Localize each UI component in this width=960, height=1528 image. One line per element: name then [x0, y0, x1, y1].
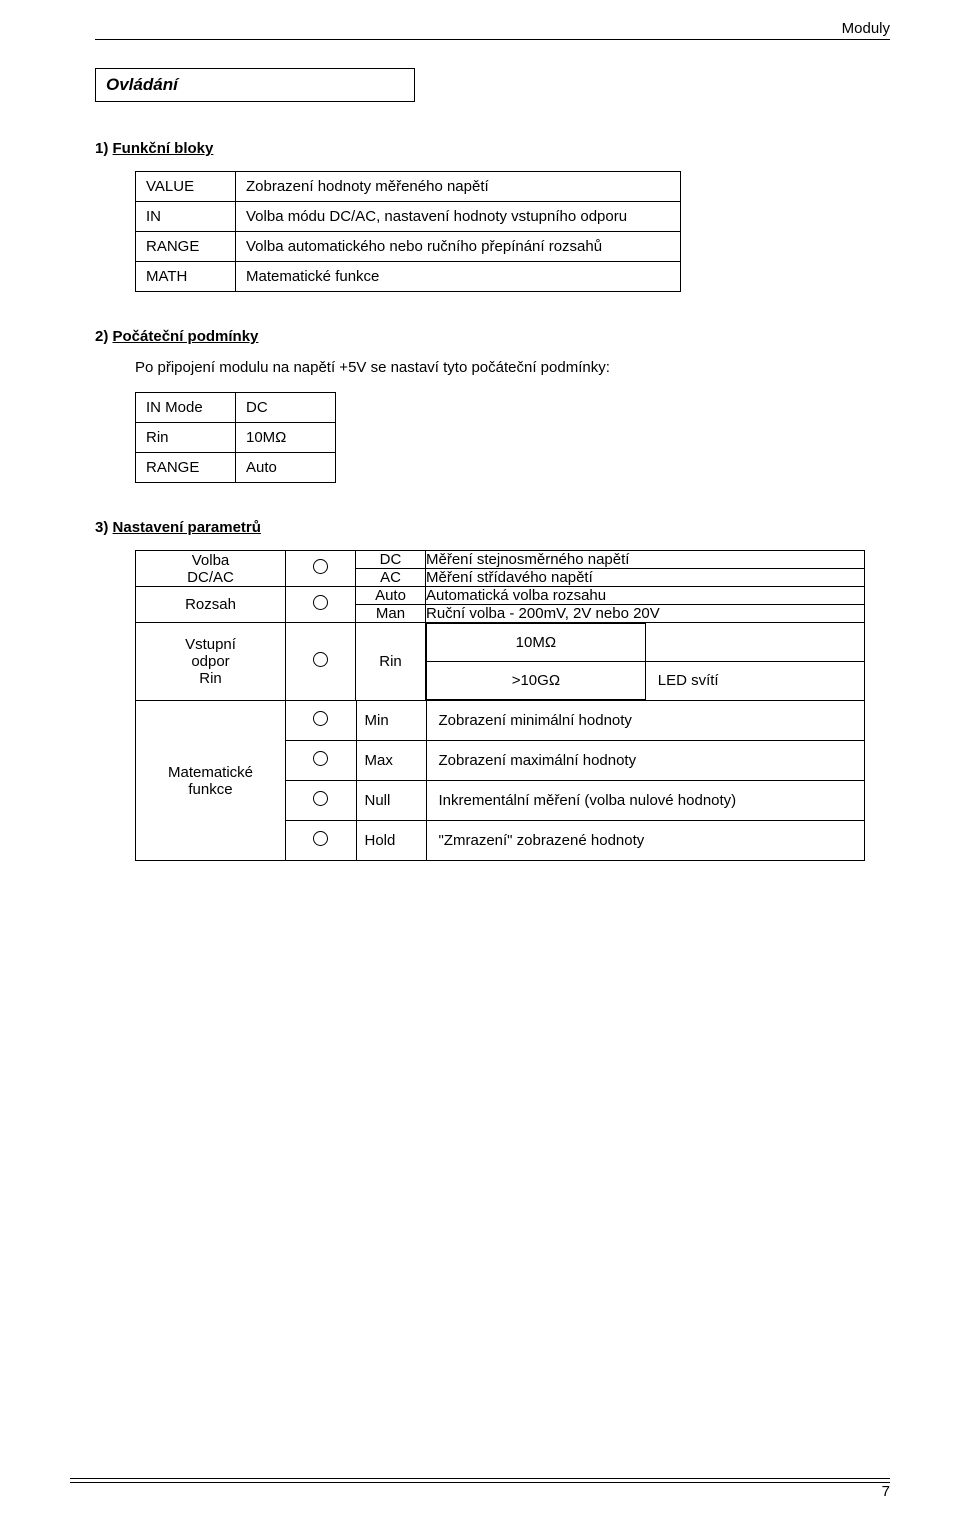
sec2-num: 2) [95, 328, 113, 345]
page-number: 7 [70, 1483, 890, 1500]
opt-sel: Auto [356, 587, 426, 605]
diagram-row-rin: Vstupní odpor Rin Rin 10MΩ >10GΩLED svít… [136, 623, 865, 701]
radio-cell [286, 741, 356, 781]
opt-sel: DC [356, 551, 426, 569]
opt-desc: Zobrazení maximální hodnoty [426, 741, 864, 781]
radio-icon [313, 711, 328, 726]
cell: RANGE [136, 453, 236, 483]
math-row: Min Zobrazení minimální hodnoty [286, 701, 864, 741]
sec2-text: Počáteční podmínky [113, 328, 259, 345]
math-options: Min Zobrazení minimální hodnoty Max Zobr… [286, 701, 865, 861]
sec3-text: Nastavení parametrů [113, 519, 261, 536]
table-row: Rin10MΩ [136, 423, 336, 453]
page-footer: 7 [70, 1478, 890, 1500]
radio-rin [286, 623, 356, 701]
rin-v1: 10MΩ [427, 624, 646, 662]
sec2-heading: 2) Počáteční podmínky [95, 328, 890, 345]
label-line: Rin [199, 670, 222, 687]
cell: IN [136, 202, 236, 232]
radio-icon [313, 751, 328, 766]
radio-cell [286, 701, 356, 741]
sec3-num: 3) [95, 519, 113, 536]
cell: Volba módu DC/AC, nastavení hodnoty vstu… [236, 202, 681, 232]
radio-icon [313, 652, 328, 667]
radio-icon [313, 791, 328, 806]
cell: Matematické funkce [236, 262, 681, 292]
math-row: Max Zobrazení maximální hodnoty [286, 741, 864, 781]
opt-desc: Měření stejnosměrného napětí [426, 551, 865, 569]
table-pocatecni: IN ModeDC Rin10MΩ RANGEAuto [135, 392, 336, 483]
opt-desc: Zobrazení minimální hodnoty [426, 701, 864, 741]
opt-sel: Man [356, 605, 426, 623]
label-line: DC/AC [187, 569, 234, 586]
rin-values: 10MΩ >10GΩLED svítí [426, 623, 865, 701]
cell: IN Mode [136, 393, 236, 423]
cell: VALUE [136, 172, 236, 202]
radio-cell [286, 781, 356, 821]
cell: Zobrazení hodnoty měřeného napětí [236, 172, 681, 202]
opt-sel: Min [356, 701, 426, 741]
section-title-box: Ovládání [95, 68, 415, 102]
opt-desc: Ruční volba - 200mV, 2V nebo 20V [426, 605, 865, 623]
radio-icon [313, 559, 328, 574]
label-line: Vstupní [185, 636, 236, 653]
rin-blank [645, 624, 864, 662]
cell: RANGE [136, 232, 236, 262]
cell: Auto [236, 453, 336, 483]
opt-desc: Měření střídavého napětí [426, 569, 865, 587]
opt-sel: Max [356, 741, 426, 781]
opt-sel: AC [356, 569, 426, 587]
table-row: VALUEZobrazení hodnoty měřeného napětí [136, 172, 681, 202]
cell: Volba automatického nebo ručního přepíná… [236, 232, 681, 262]
radio-icon [313, 831, 328, 846]
table-row: MATHMatematické funkce [136, 262, 681, 292]
header-section-label: Moduly [95, 20, 890, 40]
cell: 10MΩ [236, 423, 336, 453]
label-line: funkce [188, 781, 232, 798]
opt-sel: Hold [356, 821, 426, 861]
label-math: Matematické funkce [136, 701, 286, 861]
sec1-num: 1) [95, 140, 113, 157]
sec3-heading: 3) Nastavení parametrů [95, 519, 890, 536]
opt-desc: Inkrementální měření (volba nulové hodno… [426, 781, 864, 821]
label-rin: Vstupní odpor Rin [136, 623, 286, 701]
cell: DC [236, 393, 336, 423]
sec2-note: Po připojení modulu na napětí +5V se nas… [135, 359, 890, 376]
label-rozsah: Rozsah [136, 587, 286, 623]
table-row: RANGEAuto [136, 453, 336, 483]
rin-v2: >10GΩ [427, 662, 646, 700]
opt-sel: Null [356, 781, 426, 821]
math-row: Null Inkrementální měření (volba nulové … [286, 781, 864, 821]
table-funkcni-bloky: VALUEZobrazení hodnoty měřeného napětí I… [135, 171, 681, 292]
sec1-text: Funkční bloky [113, 140, 214, 157]
label-line: odpor [191, 653, 229, 670]
diagram-row-volba: Volba DC/AC DC Měření stejnosměrného nap… [136, 551, 865, 569]
label-line: Volba [192, 552, 230, 569]
opt-desc: Automatická volba rozsahu [426, 587, 865, 605]
radio-rozsah [286, 587, 356, 623]
math-row: Hold "Zmrazení" zobrazené hodnoty [286, 821, 864, 861]
param-diagram: Volba DC/AC DC Měření stejnosměrného nap… [135, 550, 865, 861]
label-line: Matematické [168, 764, 253, 781]
diagram-row-rozsah: Rozsah Auto Automatická volba rozsahu [136, 587, 865, 605]
rin-led: LED svítí [645, 662, 864, 700]
diagram-row-math: Matematické funkce Min Zobrazení minimál… [136, 701, 865, 861]
table-row: RANGEVolba automatického nebo ručního př… [136, 232, 681, 262]
sec1-heading: 1) Funkční bloky [95, 140, 890, 157]
radio-icon [313, 595, 328, 610]
radio-cell [286, 821, 356, 861]
cell: MATH [136, 262, 236, 292]
opt-desc: "Zmrazení" zobrazené hodnoty [426, 821, 864, 861]
opt-sel: Rin [356, 623, 426, 701]
cell: Rin [136, 423, 236, 453]
table-row: IN ModeDC [136, 393, 336, 423]
label-volba: Volba DC/AC [136, 551, 286, 587]
table-row: INVolba módu DC/AC, nastavení hodnoty vs… [136, 202, 681, 232]
radio-volba [286, 551, 356, 587]
